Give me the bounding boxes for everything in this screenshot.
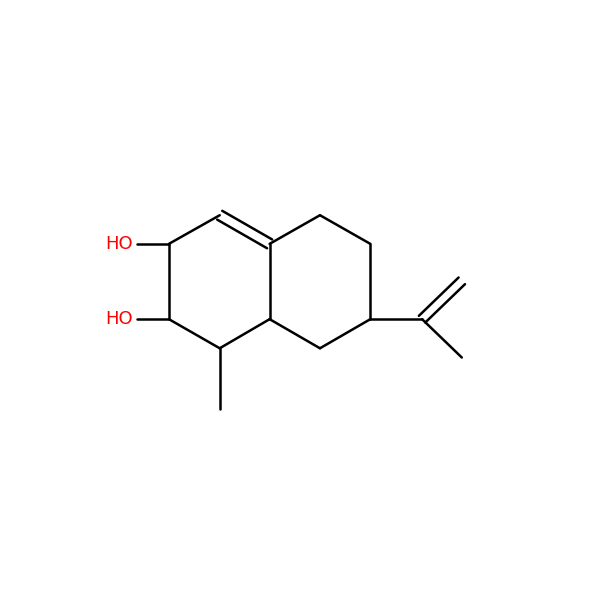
Text: HO: HO [105,235,133,253]
Text: HO: HO [105,310,133,328]
